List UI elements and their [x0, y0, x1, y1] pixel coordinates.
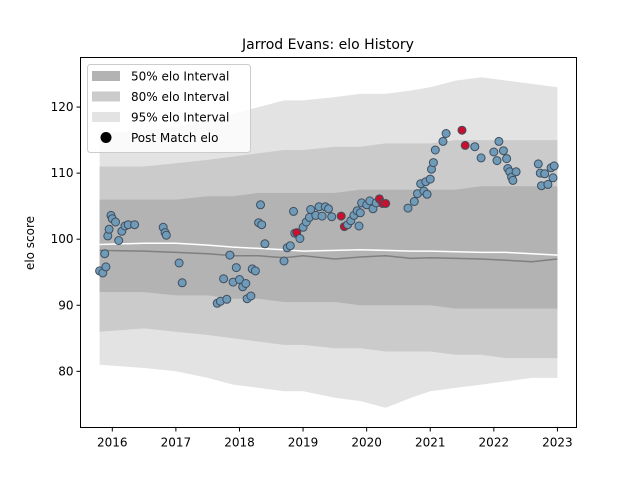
legend-label: 50% elo Interval	[131, 70, 229, 84]
chart-title: Jarrod Evans: elo History	[241, 37, 414, 53]
data-point	[502, 154, 512, 164]
data-points	[95, 125, 559, 308]
x-tick-label: 2023	[542, 436, 573, 450]
data-point	[548, 173, 558, 183]
data-point	[222, 294, 232, 304]
y-tick-label: 110	[51, 166, 74, 180]
data-point	[543, 179, 553, 189]
data-point	[235, 275, 244, 284]
legend-label: 80% elo Interval	[131, 90, 229, 104]
legend-label: Post Match elo	[131, 131, 218, 145]
data-point	[114, 236, 124, 245]
y-tick-label: 100	[51, 232, 74, 246]
data-point	[241, 279, 251, 288]
data-point	[425, 174, 435, 184]
data-point-highlight	[460, 140, 470, 150]
median-line	[99, 249, 558, 263]
plot-frame	[80, 57, 577, 428]
data-point-highlight	[457, 125, 467, 135]
y-axis: 80 90 100 110 120	[51, 100, 81, 378]
data-point	[177, 278, 187, 288]
legend-swatch	[92, 112, 120, 122]
x-tick-label: 2020	[351, 436, 382, 450]
data-point	[533, 159, 543, 169]
data-point	[494, 136, 504, 146]
x-tick-label: 2019	[288, 436, 319, 450]
data-point	[403, 203, 413, 213]
legend-marker	[100, 132, 112, 143]
data-point	[508, 175, 518, 185]
data-point	[111, 217, 120, 227]
data-point	[306, 205, 316, 214]
data-point	[470, 142, 480, 152]
data-point	[438, 136, 448, 146]
x-tick-label: 2018	[224, 436, 255, 450]
data-point	[100, 249, 110, 259]
data-point	[256, 200, 265, 210]
data-point	[225, 250, 235, 260]
legend: 50% elo Interval 80% elo Interval 95% elo …	[87, 64, 251, 153]
x-tick-label: 2022	[479, 436, 510, 450]
y-tick-label: 90	[58, 298, 73, 312]
data-point	[428, 158, 438, 168]
data-point	[161, 230, 171, 240]
trend-lines	[99, 242, 558, 263]
legend-label: 95% elo Interval	[131, 111, 229, 125]
data-point	[489, 147, 499, 157]
data-point	[327, 212, 337, 222]
data-point	[289, 206, 298, 216]
data-point	[295, 234, 305, 243]
band-50	[99, 186, 558, 309]
data-point	[492, 156, 502, 166]
data-point	[279, 256, 289, 266]
data-point	[219, 274, 229, 284]
data-point	[476, 153, 486, 163]
legend-swatch	[92, 71, 120, 81]
interval-bands	[99, 77, 558, 408]
y-tick-label: 120	[51, 100, 74, 114]
x-tick-label: 2017	[161, 436, 192, 450]
data-point	[409, 197, 419, 206]
data-point-highlight	[336, 211, 346, 221]
data-point	[231, 263, 241, 273]
data-point	[130, 220, 140, 230]
plot-area	[80, 57, 577, 428]
x-tick-label: 2021	[415, 436, 446, 450]
data-point	[174, 258, 184, 268]
data-point	[422, 189, 432, 199]
data-point-highlight	[381, 199, 391, 208]
data-point	[250, 266, 260, 276]
data-point	[260, 239, 270, 249]
data-point	[101, 262, 111, 272]
data-point	[441, 129, 451, 138]
mean-line	[99, 242, 558, 256]
y-axis-label: elo score	[23, 216, 37, 270]
data-point	[317, 211, 327, 221]
data-point	[324, 204, 333, 214]
data-point	[355, 208, 365, 218]
data-point	[104, 224, 114, 234]
legend-swatch	[92, 91, 120, 102]
data-point	[511, 167, 521, 177]
data-point	[540, 169, 550, 179]
x-axis: 2016 2017 2018 2019 2020 2021 2022 2023	[97, 427, 573, 450]
x-tick-label: 2016	[97, 436, 128, 450]
data-point	[430, 145, 440, 155]
data-point	[549, 161, 559, 171]
data-point	[354, 221, 364, 231]
data-point	[257, 220, 267, 230]
y-tick-label: 80	[58, 364, 73, 378]
data-point	[285, 241, 295, 251]
data-point	[498, 146, 508, 156]
legend-box	[87, 64, 251, 153]
data-point	[246, 291, 256, 301]
